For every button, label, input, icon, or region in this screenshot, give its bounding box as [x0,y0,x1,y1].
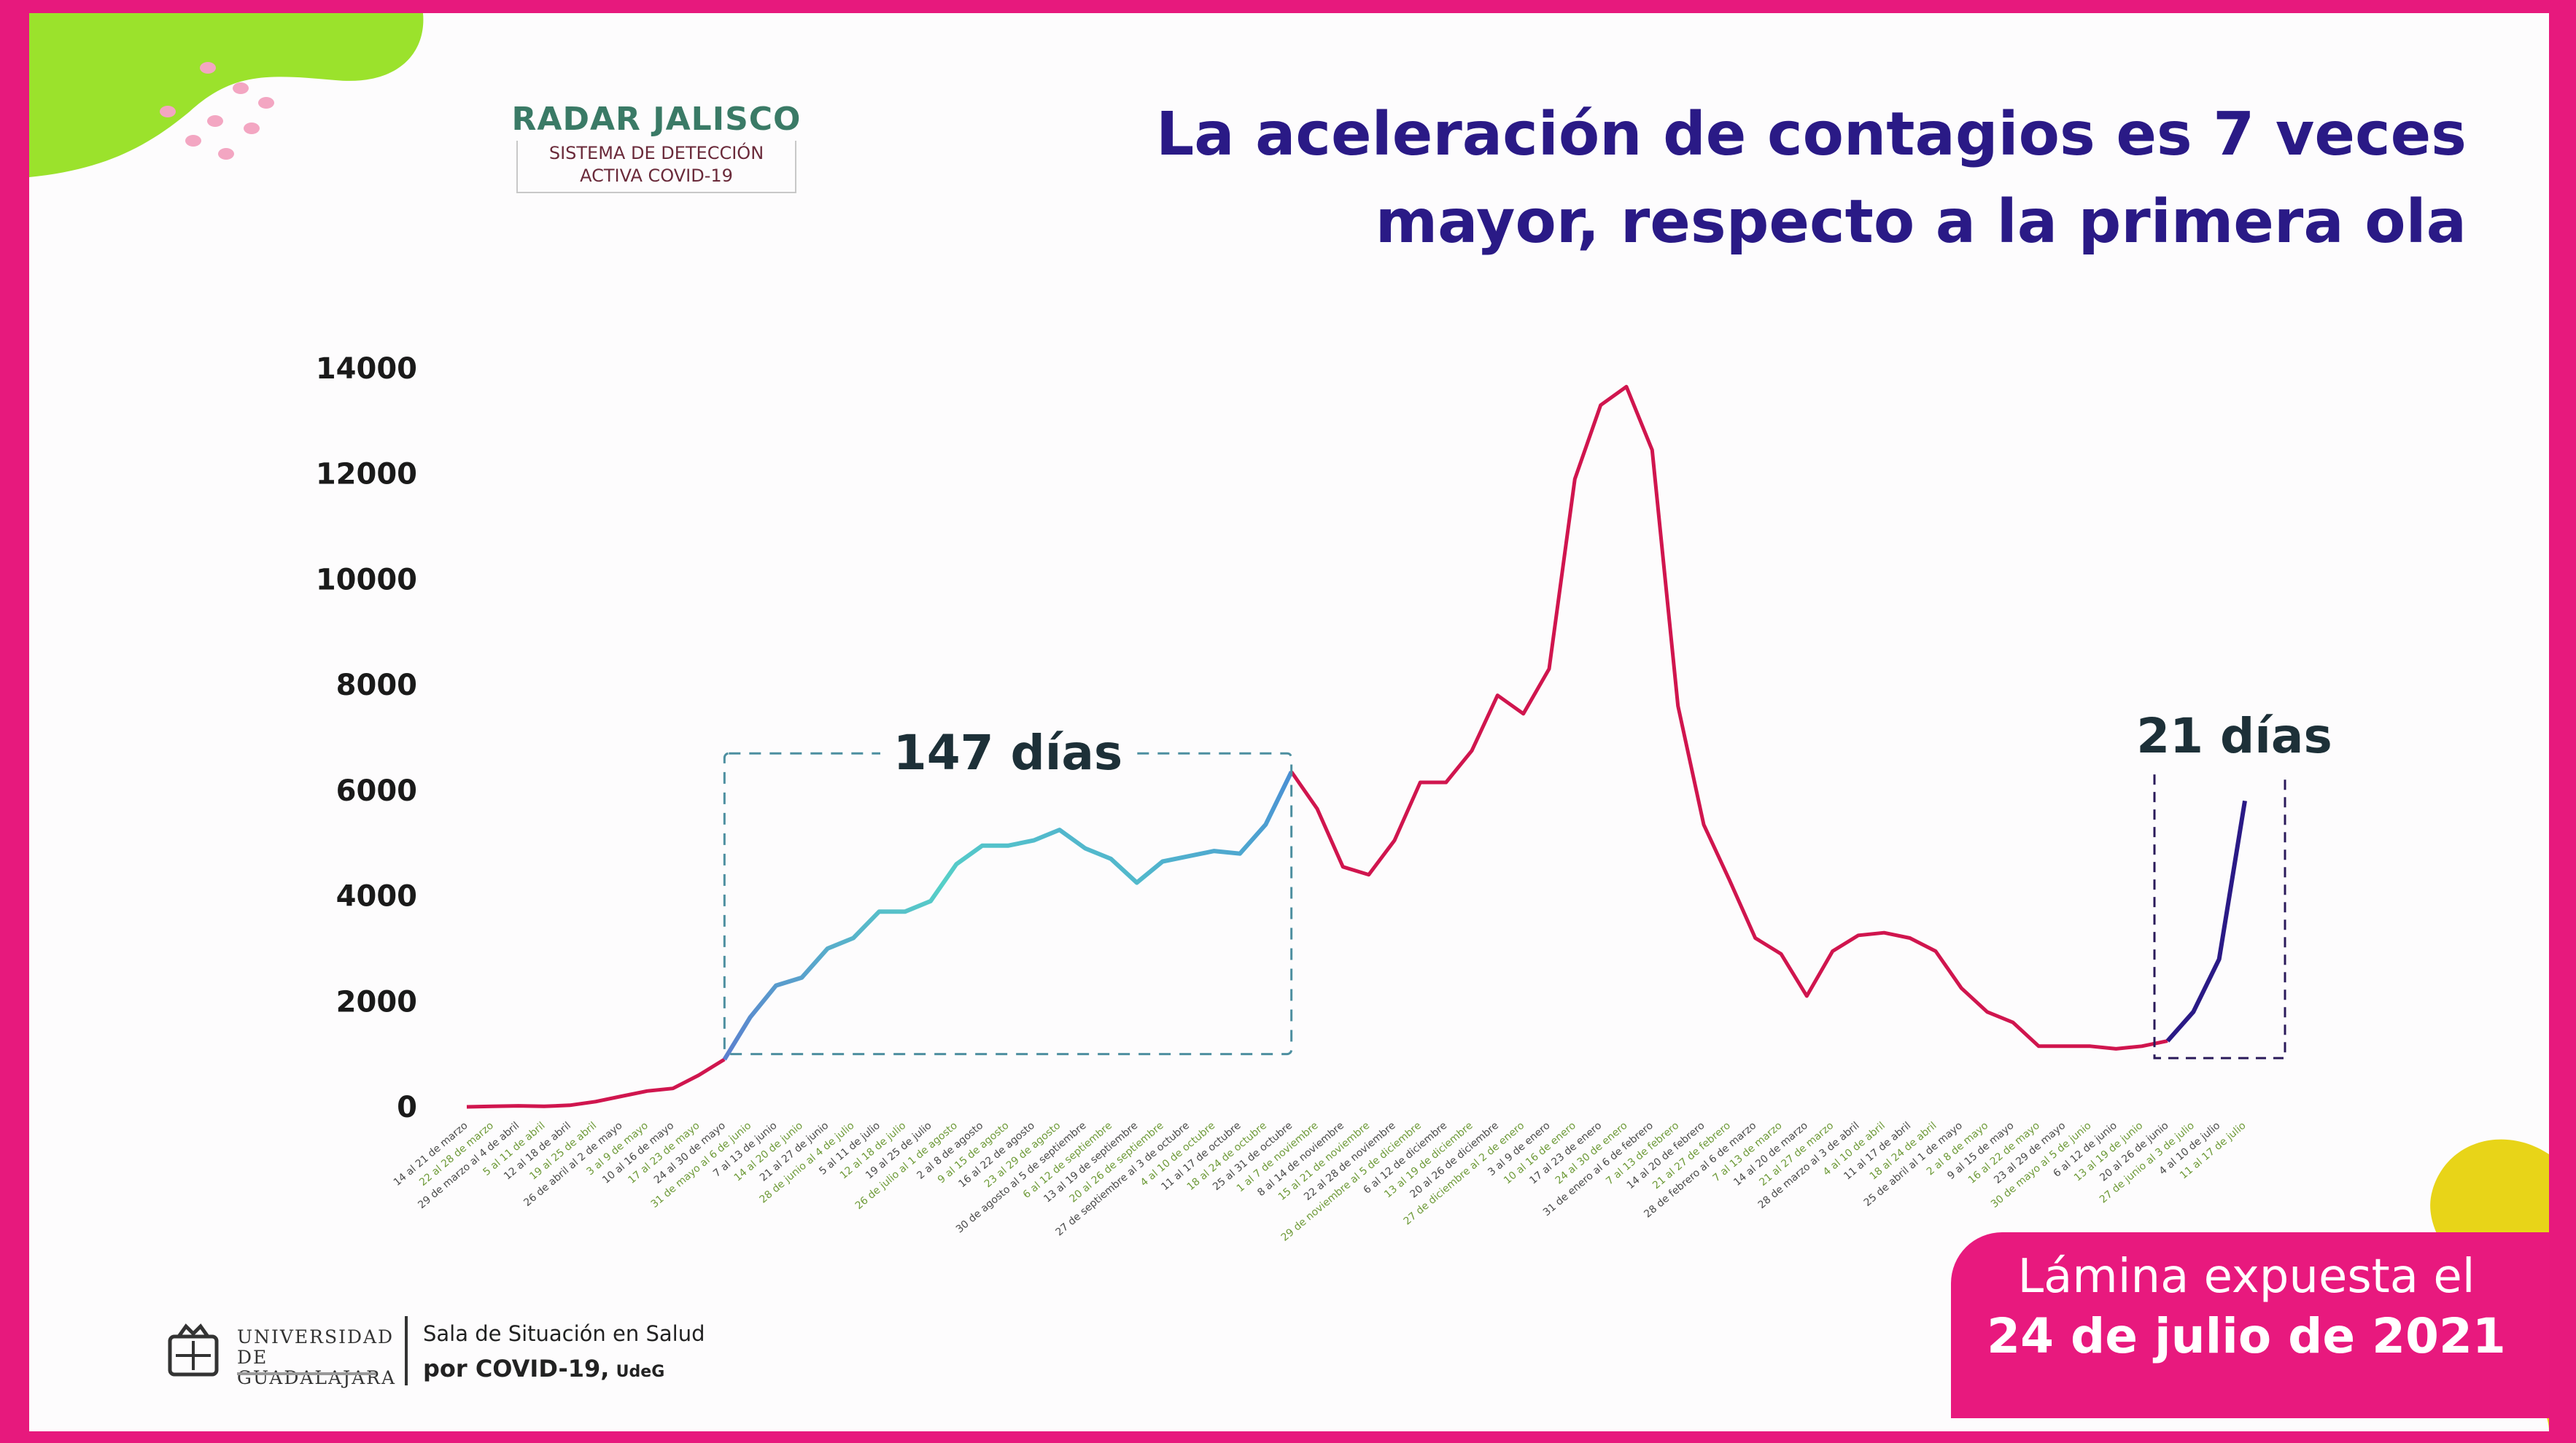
slide-title: La aceleración de contagios es 7 veces m… [1156,91,2467,266]
y-tick-label: 10000 [316,563,417,596]
series-line-second-wave [1289,384,2168,1051]
slide-title-line2: mayor, respecto a la primera ola [1375,187,2467,257]
y-tick-label: 6000 [336,774,417,808]
y-tick-label: 0 [397,1091,417,1124]
annotation-label-21-dias: 21 días [2136,708,2332,764]
series-line-first-wave [722,771,1294,1061]
sala-situacion-logo: Sala de Situación en Salud por COVID-19,… [423,1316,705,1390]
y-axis-labels: 0 2000 4000 6000 8000 10000 12000 14000 [316,352,417,1124]
series-line-pre-wave [466,1057,726,1109]
series-lines [466,384,2247,1109]
footer-divider [405,1316,408,1385]
udg-name-line2: GUADALAJARA [237,1367,397,1388]
annotation-box-21-dias [2153,774,2286,1059]
udg-subtitle-rule [237,1372,376,1375]
radar-jalisco-logo: RADAR JALISCO SISTEMA DE DETECCIÓN ACTIV… [511,101,802,193]
x-tick-label: 29 de marzo al 4 de abril [416,1120,521,1211]
date-badge [1951,1232,2549,1418]
udg-seal-icon [168,1323,219,1377]
annotation-label-bg [880,724,1136,783]
sala-covid: por COVID-19, [423,1355,610,1382]
sala-udeg: UdeG [616,1363,665,1381]
logo-subtitle-box: SISTEMA DE DETECCIÓN ACTIVA COVID-19 [516,141,796,193]
sala-line2: por COVID-19, UdeG [423,1351,705,1390]
y-tick-label: 14000 [316,352,417,386]
y-tick-label: 4000 [336,880,417,914]
y-tick-label: 8000 [336,669,417,702]
series-line-third-wave [2165,800,2247,1043]
badge-line2: 24 de julio de 2021 [1987,1308,2506,1364]
decorative-blob-top-left [29,13,424,177]
y-tick-label: 2000 [336,985,417,1019]
logo-subtitle-line2: ACTIVA COVID-19 [580,166,733,186]
annotation-label-147-dias: 147 días [893,725,1122,781]
logo-title: RADAR JALISCO [511,101,802,138]
logo-subtitle-line1: SISTEMA DE DETECCIÓN [548,143,764,163]
udg-name-line1: UNIVERSIDAD DE [237,1326,395,1368]
slide-title-line1: La aceleración de contagios es 7 veces [1155,100,2467,169]
annotations: 147 días 21 días [723,708,2332,1059]
udg-name: UNIVERSIDAD DE GUADALAJARA [237,1327,396,1388]
y-tick-label: 12000 [316,458,417,491]
sala-line1: Sala de Situación en Salud [423,1321,705,1346]
annotation-box-147-dias [723,752,1293,1056]
badge-line1: Lámina expuesta el [2017,1250,2475,1304]
date-badge-text: Lámina expuesta el 24 de julio de 2021 [1951,1247,2542,1366]
